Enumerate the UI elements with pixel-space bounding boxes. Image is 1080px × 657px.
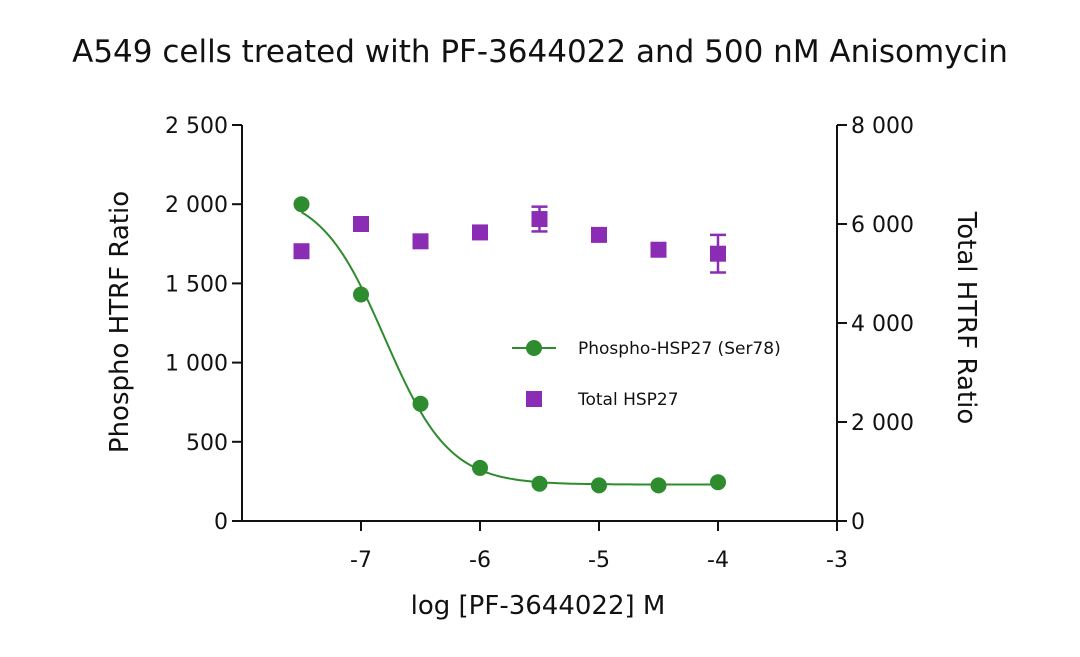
fit-curve-phospho: [300, 211, 718, 486]
point-total: [650, 241, 667, 258]
point-phospho: [472, 459, 488, 476]
legend-label-phospho: Phospho-HSP27 (Ser78): [578, 339, 781, 359]
y-left-tick-label: 2 000: [165, 193, 228, 218]
legend-label-total: Total HSP27: [577, 390, 679, 410]
fit-curve-group: [300, 211, 718, 486]
y-axis-right-label: Total HTRF Ratio: [951, 211, 981, 424]
axes: 0 500 1 000 1 500 2 000 2 500 0 2 000 4 000 6 000…: [165, 114, 914, 573]
x-axis-label: log [PF-3644022] M: [411, 591, 666, 621]
point-total: [353, 216, 369, 232]
data-points: [293, 196, 726, 494]
x-tick-label: -7: [350, 548, 372, 573]
point-phospho: [710, 474, 726, 491]
point-phospho: [591, 477, 607, 494]
point-phospho: [412, 395, 429, 412]
y-right-tick-label: 6 000: [851, 213, 914, 238]
point-phospho: [531, 475, 548, 492]
chart-title: A549 cells treated with PF-3644022 and 5…: [72, 34, 1008, 70]
y-left-tick-label: 500: [186, 431, 228, 456]
point-total: [472, 224, 488, 241]
point-total: [412, 233, 429, 250]
y-axis-left-label: Phospho HTRF Ratio: [105, 191, 135, 453]
x-tick-label: -3: [826, 548, 848, 573]
point-phospho: [293, 196, 310, 213]
x-tick-label: -6: [469, 548, 491, 573]
point-total: [710, 245, 726, 262]
point-total: [531, 211, 548, 228]
point-total: [591, 226, 607, 243]
x-tick-label: -5: [588, 548, 610, 573]
y-right-tick-label: 2 000: [851, 411, 914, 436]
legend: Phospho-HSP27 (Ser78) Total HSP27: [512, 339, 781, 410]
y-left-tick-label: 0: [214, 510, 228, 535]
y-left-tick-label: 1 000: [165, 352, 228, 377]
legend-marker-phospho: [526, 340, 542, 356]
y-left-tick-label: 1 500: [165, 272, 228, 297]
y-left-tick-label: 2 500: [165, 114, 228, 139]
y-right-tick-label: 4 000: [851, 312, 914, 337]
point-phospho: [650, 477, 667, 494]
legend-marker-total: [526, 391, 542, 407]
x-tick-label: -4: [707, 548, 729, 573]
y-right-tick-label: 0: [851, 510, 865, 535]
point-total: [293, 243, 310, 260]
point-phospho: [353, 286, 369, 303]
y-right-tick-label: 8 000: [851, 114, 914, 139]
